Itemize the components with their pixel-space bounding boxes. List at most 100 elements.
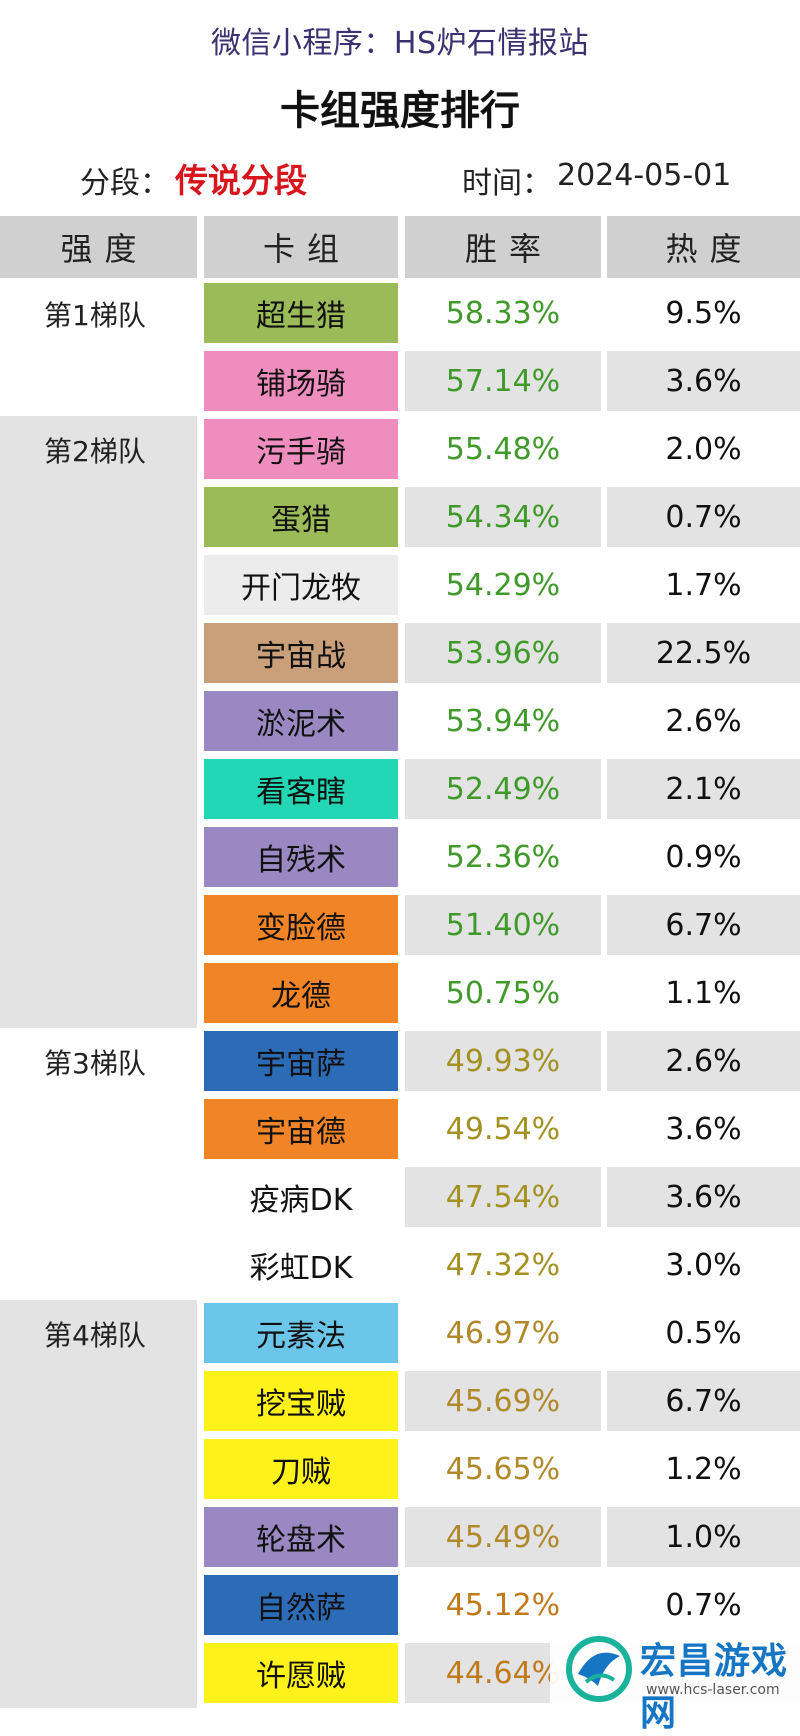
time-label: 时间： — [462, 166, 552, 201]
popularity: 3.6% — [607, 1167, 800, 1227]
deck-name: 看客瞎 — [204, 759, 398, 819]
win-rate: 54.29% — [445, 567, 561, 603]
popularity: 9.5% — [665, 295, 742, 331]
table-row: 元素法 46.97% 0.5% — [0, 1300, 800, 1368]
popularity: 0.5% — [665, 1315, 742, 1351]
site-logo-icon — [566, 1636, 632, 1702]
win-rate: 53.96% — [405, 623, 601, 683]
column-header-tier: 强度 — [0, 216, 197, 278]
tier-label: 第1梯队 — [44, 299, 146, 332]
deck-name: 疫病DK — [204, 1167, 398, 1227]
win-rate: 57.14% — [405, 351, 601, 411]
deck-ranking-table: 强度 卡组 胜率 热度 第1梯队 超生猎 58.33% 9.5% 铺场骑 57.14% 3.… — [0, 216, 800, 1708]
deck-name: 自残术 — [204, 827, 398, 887]
popularity: 6.7% — [607, 1371, 800, 1431]
table-row: 自然萨 45.12% 0.7% — [0, 1572, 800, 1640]
deck-name: 蛋猎 — [204, 487, 398, 547]
column-header-popularity: 热度 — [607, 216, 800, 278]
table-row: 铺场骑 57.14% 3.6% — [0, 348, 800, 416]
tier-group: 第1梯队 超生猎 58.33% 9.5% 铺场骑 57.14% 3.6% — [0, 280, 800, 416]
table-row: 开门龙牧 54.29% 1.7% — [0, 552, 800, 620]
popularity: 0.9% — [665, 839, 742, 875]
popularity: 3.6% — [607, 351, 800, 411]
table-row: 变脸德 51.40% 6.7% — [0, 892, 800, 960]
time-value: 2024-05-01 — [557, 158, 732, 193]
table-row: 看客瞎 52.49% 2.1% — [0, 756, 800, 824]
table-row: 刀贼 45.65% 1.2% — [0, 1436, 800, 1504]
deck-name: 超生猎 — [204, 283, 398, 343]
win-rate: 54.34% — [405, 487, 601, 547]
popularity: 1.0% — [607, 1507, 800, 1567]
popularity: 3.6% — [665, 1111, 742, 1147]
tier-label-cell: 第4梯队 — [0, 1300, 197, 1708]
deck-name: 刀贼 — [204, 1439, 398, 1499]
deck-name: 挖宝贼 — [204, 1371, 398, 1431]
watermark-url: www.hcs-laser.com — [646, 1682, 780, 1698]
win-rate: 47.32% — [445, 1247, 561, 1283]
meta-row: 分段： 传说分段 时间： 2024-05-01 — [0, 152, 800, 204]
tier-group: 第3梯队 宇宙萨 49.93% 2.6% 宇宙德 49.54% 3.6% 疫病DK 47.54%… — [0, 1028, 800, 1300]
tier-label: 第3梯队 — [44, 1047, 146, 1080]
popularity: 2.6% — [607, 1031, 800, 1091]
deck-name: 许愿贼 — [204, 1643, 398, 1703]
deck-name: 淤泥术 — [204, 691, 398, 751]
table-row: 污手骑 55.48% 2.0% — [0, 416, 800, 484]
popularity: 22.5% — [607, 623, 800, 683]
popularity: 2.0% — [665, 431, 742, 467]
table-row: 挖宝贼 45.69% 6.7% — [0, 1368, 800, 1436]
deck-name: 宇宙战 — [204, 623, 398, 683]
win-rate: 55.48% — [445, 431, 561, 467]
table-row: 自残术 52.36% 0.9% — [0, 824, 800, 892]
tier-group: 第2梯队 污手骑 55.48% 2.0% 蛋猎 54.34% 0.7% 开门龙牧 54.29% 1… — [0, 416, 800, 1028]
rank-value: 传说分段 — [175, 161, 307, 200]
win-rate: 49.54% — [445, 1111, 561, 1147]
deck-name: 自然萨 — [204, 1575, 398, 1635]
deck-name: 变脸德 — [204, 895, 398, 955]
popularity: 0.7% — [665, 1587, 742, 1623]
popularity: 1.7% — [665, 567, 742, 603]
table-row: 宇宙萨 49.93% 2.6% — [0, 1028, 800, 1096]
deck-name: 铺场骑 — [204, 351, 398, 411]
win-rate: 51.40% — [405, 895, 601, 955]
source-title: 微信小程序：HS炉石情报站 — [210, 26, 590, 61]
table-row: 宇宙战 53.96% 22.5% — [0, 620, 800, 688]
popularity: 0.7% — [607, 487, 800, 547]
table-row: 龙德 50.75% 1.1% — [0, 960, 800, 1028]
table-row: 淤泥术 53.94% 2.6% — [0, 688, 800, 756]
watermark: 宏昌游戏网 www.hcs-laser.com — [550, 1620, 800, 1734]
deck-name: 污手骑 — [204, 419, 398, 479]
column-header-deck: 卡组 — [204, 216, 398, 278]
tier-label: 第4梯队 — [44, 1319, 146, 1352]
tier-list: 第1梯队 超生猎 58.33% 9.5% 铺场骑 57.14% 3.6% 第2梯队 污手骑 55.… — [0, 280, 800, 1708]
win-rate: 53.94% — [445, 703, 561, 739]
tier-label-cell: 第2梯队 — [0, 416, 197, 1028]
popularity: 1.1% — [665, 975, 742, 1011]
win-rate: 49.93% — [405, 1031, 601, 1091]
deck-name: 宇宙萨 — [204, 1031, 398, 1091]
column-header-winrate: 胜率 — [405, 216, 601, 278]
table-header: 强度 卡组 胜率 热度 — [0, 216, 800, 280]
watermark-name: 宏昌游戏网 — [640, 1641, 789, 1734]
table-row: 彩虹DK 47.32% 3.0% — [0, 1232, 800, 1300]
deck-name: 宇宙德 — [204, 1099, 398, 1159]
win-rate: 45.12% — [445, 1587, 561, 1623]
deck-name: 轮盘术 — [204, 1507, 398, 1567]
deck-name: 彩虹DK — [204, 1235, 398, 1295]
page-title: 卡组强度排行 — [280, 88, 520, 134]
win-rate: 47.54% — [405, 1167, 601, 1227]
win-rate: 45.49% — [405, 1507, 601, 1567]
tier-label: 第2梯队 — [44, 435, 146, 468]
table-row: 宇宙德 49.54% 3.6% — [0, 1096, 800, 1164]
table-row: 超生猎 58.33% 9.5% — [0, 280, 800, 348]
win-rate: 46.97% — [445, 1315, 561, 1351]
popularity: 6.7% — [607, 895, 800, 955]
popularity: 2.1% — [607, 759, 800, 819]
win-rate: 45.65% — [445, 1451, 561, 1487]
win-rate: 58.33% — [445, 295, 561, 331]
tier-label-cell: 第3梯队 — [0, 1028, 197, 1300]
popularity: 1.2% — [665, 1451, 742, 1487]
popularity: 2.6% — [665, 703, 742, 739]
table-row: 蛋猎 54.34% 0.7% — [0, 484, 800, 552]
table-row: 疫病DK 47.54% 3.6% — [0, 1164, 800, 1232]
deck-name: 龙德 — [204, 963, 398, 1023]
